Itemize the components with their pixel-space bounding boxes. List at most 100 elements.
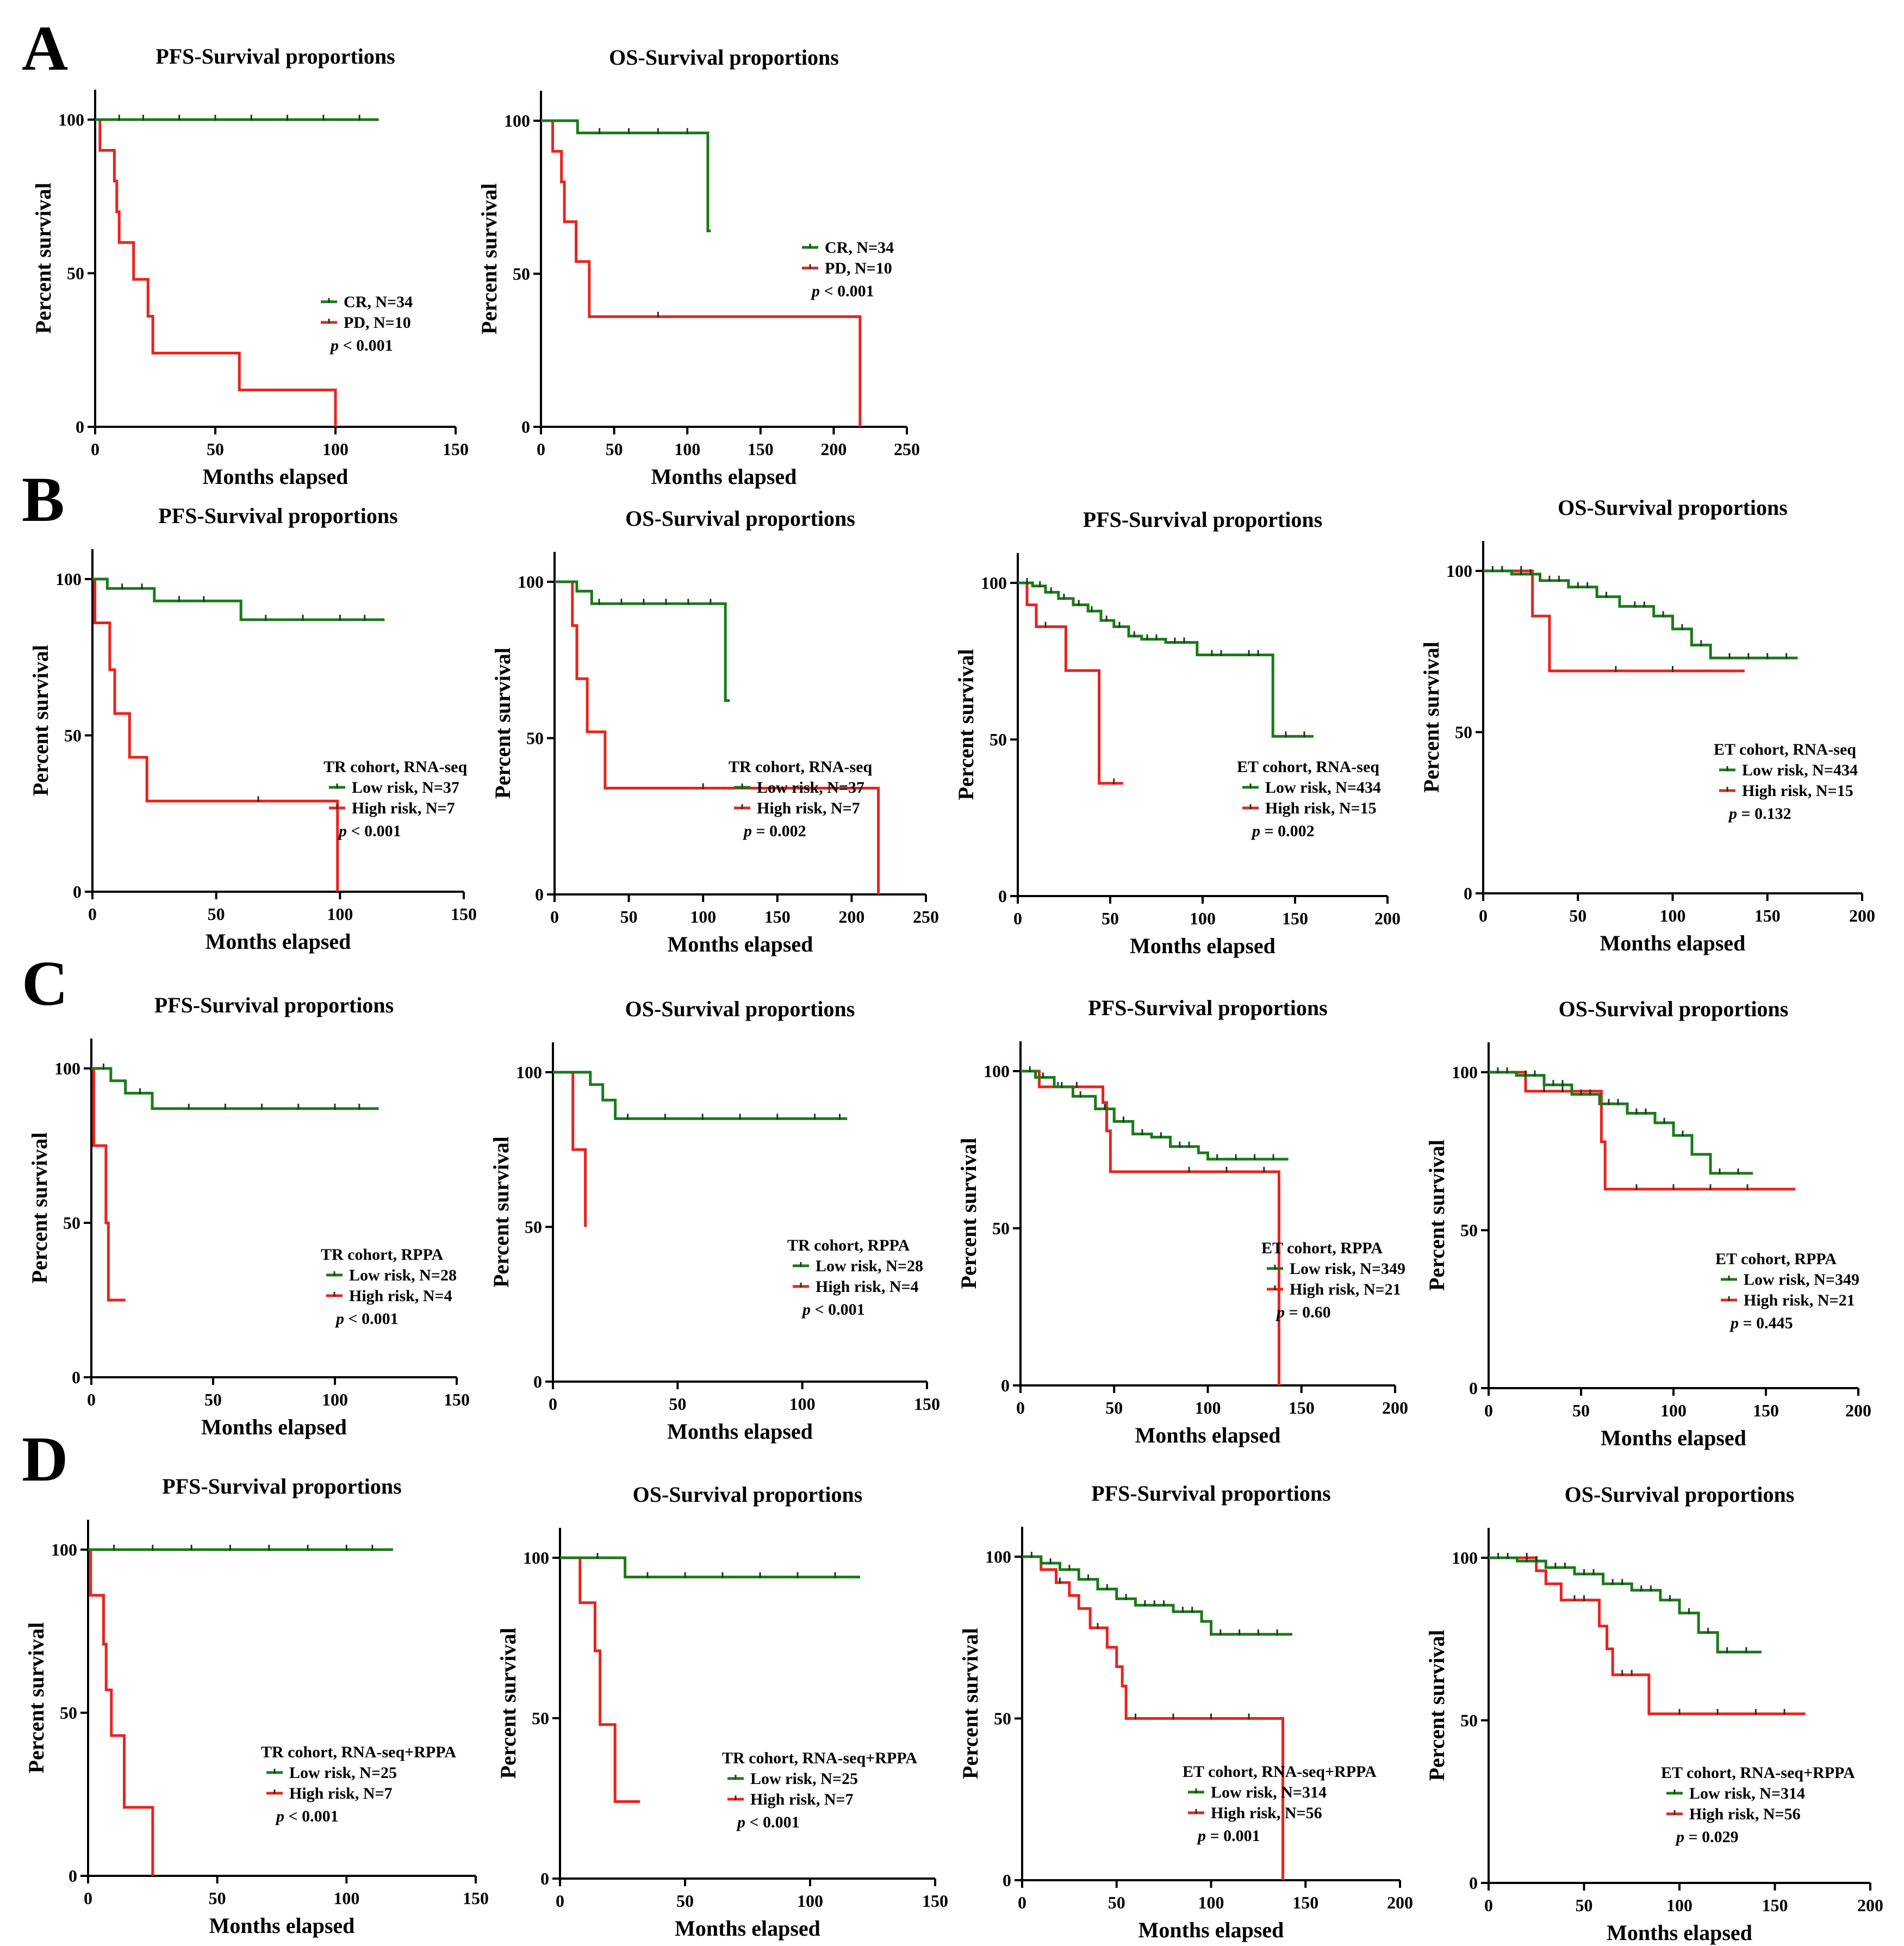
chart-10-legend-low-risk-n-349: Low risk, N=349 (1744, 1271, 1859, 1289)
chart-8-pvalue-text: < 0.001 (811, 1301, 865, 1319)
chart-6-curve-high-risk-n-15 (1483, 569, 1745, 673)
chart-7-pvalue-symbol: p (334, 1310, 344, 1328)
chart-7-xtick-label-150: 150 (444, 1390, 470, 1409)
chart-11-ytick-label-0: 0 (69, 1866, 77, 1886)
chart-3-xtick-label-50: 50 (208, 904, 225, 924)
chart-12-ytick-label-0: 0 (540, 1869, 549, 1888)
chart-2-legend: CR, N=34 PD, N=10 p < 0.001 (802, 239, 894, 300)
chart-12-xtick-label-100: 100 (797, 1891, 823, 1911)
chart-1-xtick-label-150: 150 (443, 439, 469, 459)
chart-5-ytick-label-50: 50 (990, 730, 1007, 749)
chart-2-pvalue: p < 0.001 (810, 282, 874, 300)
chart-13-xtick-label-100: 100 (1198, 1893, 1224, 1912)
chart-3-legend-low-risk-n-37: Low risk, N=37 (352, 779, 459, 797)
chart-14-ylabel: Percent survival (1424, 1630, 1449, 1781)
chart-13-xlabel: Months elapsed (1138, 1918, 1284, 1942)
chart-3: 0 50 100 150 0 50 100 PFS-Survival proportions M… (28, 503, 477, 954)
chart-8-curve-low-risk-n-28 (553, 1071, 848, 1120)
chart-13-title: PFS-Survival proportions (1091, 1481, 1330, 1506)
chart-3-ytick-label-0: 0 (73, 882, 82, 901)
chart-2-legend-pd-n-10: PD, N=10 (825, 259, 892, 277)
chart-8-xtick-label-50: 50 (669, 1394, 686, 1414)
chart-12-pvalue-text: < 0.001 (745, 1813, 800, 1831)
chart-13-series-low-risk-n-314 (1022, 1552, 1292, 1636)
chart-8-ytick-label-50: 50 (525, 1217, 542, 1237)
chart-4-title: OS-Survival proportions (625, 506, 855, 531)
chart-11-xtick-label-50: 50 (209, 1888, 226, 1908)
chart-11: 0 50 100 150 0 50 100 PFS-Survival proportions M… (24, 1474, 489, 1938)
chart-2-xtick-label-200: 200 (820, 439, 847, 459)
chart-3-pvalue-symbol: p (337, 822, 347, 840)
chart-5-xtick-label-200: 200 (1374, 909, 1401, 928)
chart-5-title: PFS-Survival proportions (1083, 507, 1322, 532)
chart-4-xlabel: Months elapsed (668, 932, 813, 956)
chart-11-legend-cohort: TR cohort, RNA-seq+RPPA (261, 1743, 456, 1761)
chart-5-legend-high-risk-n-15: High risk, N=15 (1265, 799, 1377, 817)
chart-11-title: PFS-Survival proportions (162, 1474, 401, 1499)
chart-13-legend-high-risk-n-56: High risk, N=56 (1211, 1804, 1322, 1822)
chart-5: 0 50 100 150 200 0 50 100 PFS-Survival proportio… (954, 507, 1401, 958)
chart-14-xtick-label-150: 150 (1762, 1895, 1788, 1915)
chart-1-ytick-label-50: 50 (67, 264, 84, 283)
chart-11-legend: TR cohort, RNA-seq+RPPA Low risk, N=25 Hig… (261, 1743, 456, 1825)
chart-8-legend-low-risk-n-28: Low risk, N=28 (816, 1257, 923, 1275)
chart-2-xlabel: Months elapsed (651, 464, 797, 489)
chart-11-xlabel: Months elapsed (209, 1913, 355, 1938)
chart-10-legend-cohort: ET cohort, RPPA (1715, 1250, 1837, 1268)
chart-2-pvalue-text: < 0.001 (820, 282, 874, 300)
chart-5-pvalue: p = 0.002 (1250, 822, 1315, 840)
chart-9-title: PFS-Survival proportions (1088, 996, 1327, 1020)
chart-11-xtick-label-150: 150 (463, 1888, 489, 1908)
chart-6-xtick-label-100: 100 (1660, 906, 1686, 925)
chart-8-xtick-label-100: 100 (789, 1394, 816, 1414)
chart-2: 0 50 100 150 200 250 0 50 100 OS-Survival proport… (477, 45, 920, 489)
chart-1-series-cr-n-34 (95, 115, 379, 121)
chart-7-legend-low-risk-n-28: Low risk, N=28 (349, 1266, 457, 1284)
chart-5-curve-high-risk-n-15 (1018, 581, 1123, 785)
chart-14-legend-cohort: ET cohort, RNA-seq+RPPA (1661, 1764, 1855, 1782)
chart-2-pvalue-symbol: p (810, 282, 820, 300)
chart-14-pvalue-text: = 0.029 (1684, 1828, 1739, 1846)
chart-10-ytick-label-50: 50 (1460, 1221, 1478, 1240)
chart-11-curve-high-risk-n-7 (88, 1548, 154, 1876)
chart-1-xtick-label-50: 50 (207, 439, 224, 459)
chart-6-ytick-label-50: 50 (1455, 723, 1472, 742)
chart-13-series-high-risk-n-56 (1022, 1555, 1285, 1880)
chart-6-pvalue: p = 0.132 (1727, 805, 1791, 823)
chart-12: 0 50 100 150 0 50 100 OS-Survival proportions Mo… (496, 1482, 948, 1941)
chart-5-series-low-risk-n-434 (1018, 578, 1314, 738)
chart-9-ytick-label-50: 50 (992, 1218, 1010, 1238)
chart-8-legend-high-risk-n-4: High risk, N=4 (816, 1278, 919, 1296)
chart-7-curve-low-risk-n-28 (91, 1067, 379, 1110)
panel-label-a: A (22, 13, 69, 84)
chart-10-xtick-label-100: 100 (1660, 1401, 1687, 1420)
chart-14-pvalue-symbol: p (1675, 1828, 1684, 1846)
chart-4-ytick-label-100: 100 (518, 572, 544, 592)
chart-9-xtick-label-150: 150 (1289, 1398, 1315, 1417)
chart-7-ytick-label-0: 0 (72, 1367, 80, 1387)
chart-5-xtick-label-150: 150 (1282, 909, 1308, 928)
chart-5-xtick-label-100: 100 (1190, 909, 1216, 928)
chart-1-pvalue: p < 0.001 (329, 337, 393, 355)
chart-4-xtick-label-200: 200 (838, 907, 864, 927)
chart-3-xtick-label-100: 100 (327, 904, 353, 924)
chart-4-xtick-label-250: 250 (913, 907, 939, 927)
chart-13-curve-high-risk-n-56 (1022, 1555, 1285, 1880)
chart-7-ylabel: Percent survival (27, 1132, 52, 1283)
chart-14-xtick-label-200: 200 (1857, 1895, 1883, 1915)
chart-13-ytick-label-50: 50 (994, 1709, 1011, 1729)
chart-14: 0 50 100 150 200 0 50 100 OS-Survival proportion… (1424, 1482, 1883, 1945)
chart-14-curve-low-risk-n-314 (1489, 1556, 1762, 1653)
chart-10-title: OS-Survival proportions (1559, 997, 1789, 1021)
chart-8-pvalue-symbol: p (801, 1301, 811, 1319)
chart-13-pvalue-symbol: p (1196, 1827, 1206, 1845)
chart-4-pvalue-text: = 0.002 (752, 822, 806, 840)
chart-6-xtick-label-0: 0 (1479, 906, 1488, 925)
chart-11-series-high-risk-n-7 (88, 1548, 154, 1876)
chart-11-xtick-label-100: 100 (333, 1888, 359, 1908)
chart-5-ytick-label-0: 0 (998, 886, 1007, 906)
chart-7-xtick-label-0: 0 (87, 1390, 96, 1409)
chart-12-pvalue: p < 0.001 (736, 1813, 800, 1831)
chart-3-pvalue-text: < 0.001 (347, 822, 401, 840)
chart-14-legend-low-risk-n-314: Low risk, N=314 (1689, 1785, 1805, 1802)
